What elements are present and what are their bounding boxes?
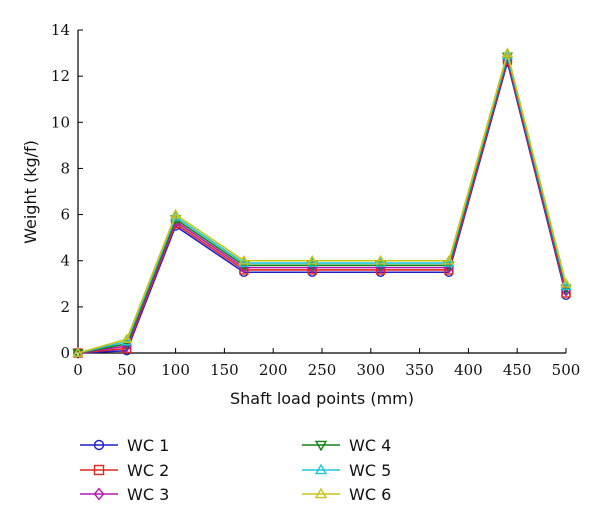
axes: 0 50 100 150 200 250 300 350 400 450 500 0 2 4 6 8 10 12 1… — [51, 21, 580, 379]
series-line — [77, 49, 567, 354]
data-point — [560, 280, 572, 290]
x-tick-label: 500 — [552, 361, 581, 379]
data-point — [72, 347, 84, 357]
legend-marker — [93, 439, 105, 451]
legend-label: WC 2 — [127, 461, 169, 480]
data-point — [443, 257, 455, 267]
x-tick-label: 0 — [73, 361, 83, 379]
legend-item: WC 4 — [302, 436, 391, 455]
y-tick-label: 12 — [51, 67, 70, 85]
data-point — [306, 254, 318, 265]
x-tick-label: 150 — [210, 361, 239, 379]
data-point — [560, 277, 572, 288]
legend-label: WC 4 — [349, 436, 391, 455]
legend-label: WC 5 — [349, 461, 391, 480]
series-6 — [72, 47, 572, 357]
legend-item: WC 3 — [80, 485, 169, 504]
y-tick-label: 2 — [60, 298, 70, 316]
data-point — [169, 208, 182, 219]
data-point — [121, 335, 133, 346]
x-tick-label: 400 — [454, 361, 483, 379]
data-point — [238, 257, 250, 267]
legend-label: WC 1 — [127, 436, 169, 455]
data-point — [121, 333, 133, 344]
series-group — [72, 47, 572, 359]
y-tick-label: 6 — [60, 206, 70, 224]
y-tick-label: 10 — [51, 113, 70, 131]
x-tick-label: 350 — [405, 361, 434, 379]
y-tick-label: 0 — [60, 344, 70, 362]
legend-item: WC 2 — [80, 461, 169, 480]
data-point — [374, 257, 387, 267]
x-tick-label: 200 — [259, 361, 288, 379]
data-point — [501, 49, 514, 60]
legend-marker — [314, 487, 328, 499]
legend-item: WC 1 — [80, 436, 169, 455]
legend-marker — [314, 463, 328, 475]
y-axis-title: Weight (kg/f) — [21, 140, 40, 244]
x-axis-title: Shaft load points (mm) — [230, 389, 414, 408]
data-point — [501, 47, 514, 57]
data-point — [306, 257, 318, 267]
y-tick-label: 4 — [60, 252, 70, 270]
x-tick-label: 300 — [356, 361, 385, 379]
series-line — [77, 52, 567, 354]
legend-marker — [93, 464, 105, 476]
data-point — [374, 254, 387, 265]
legend-marker — [314, 440, 328, 452]
legend: WC 1 WC 2 WC 3 WC 4 WC 5 WC 6 — [80, 436, 391, 504]
legend-marker — [93, 487, 105, 501]
y-tick-label: 14 — [51, 21, 70, 39]
series-line — [77, 54, 567, 354]
data-point — [443, 254, 455, 265]
x-tick-label: 450 — [503, 361, 532, 379]
x-tick-label: 50 — [117, 361, 136, 379]
legend-item: WC 5 — [302, 461, 391, 480]
data-point — [238, 254, 250, 265]
y-tick-label: 8 — [60, 159, 70, 177]
x-tick-label: 100 — [161, 361, 190, 379]
legend-label: WC 6 — [349, 485, 391, 504]
series-line — [77, 53, 567, 354]
legend-item: WC 6 — [302, 485, 391, 504]
x-tick-label: 250 — [308, 361, 337, 379]
legend-label: WC 3 — [127, 485, 169, 504]
